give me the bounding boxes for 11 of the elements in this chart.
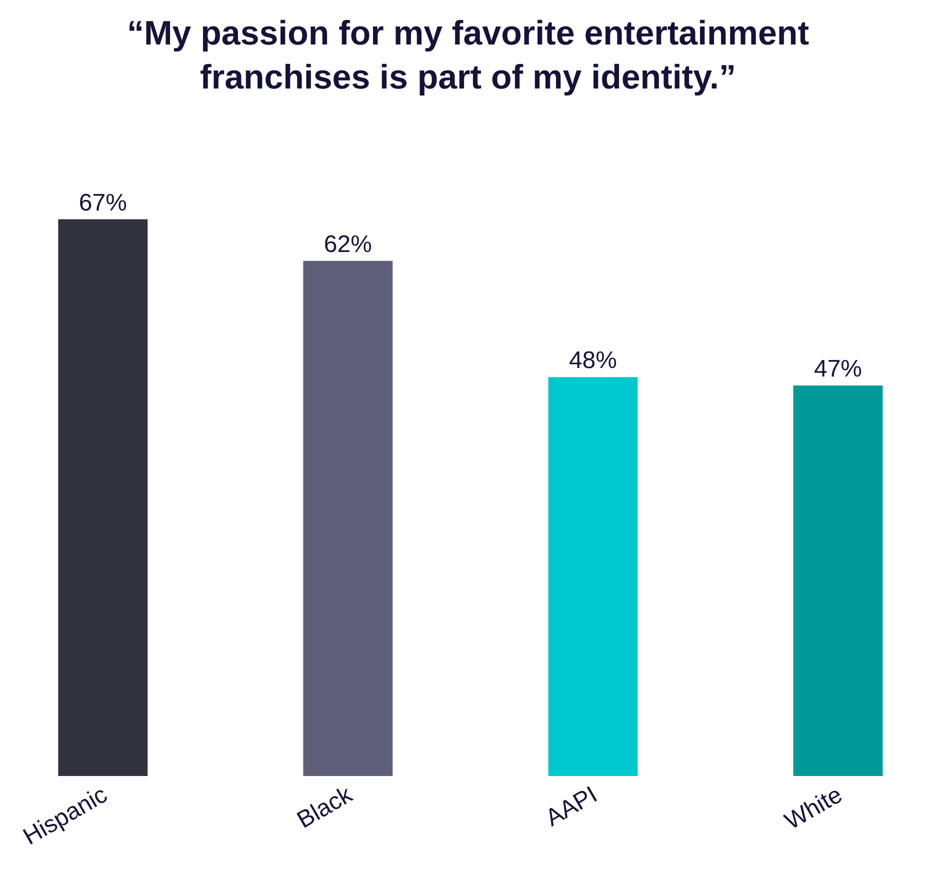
bar xyxy=(548,377,638,776)
data-label: 47% xyxy=(814,355,862,382)
bar xyxy=(303,260,393,776)
x-tick-label: Black xyxy=(292,780,358,834)
chart-title: “My passion for my favorite entertainment franchises is part of my identity.” xyxy=(126,14,810,96)
bar xyxy=(793,385,883,776)
data-label: 48% xyxy=(568,347,617,374)
bar xyxy=(58,219,148,776)
x-tick-label: White xyxy=(780,781,847,836)
data-label: 67% xyxy=(78,189,127,216)
data-label: 62% xyxy=(324,230,372,258)
